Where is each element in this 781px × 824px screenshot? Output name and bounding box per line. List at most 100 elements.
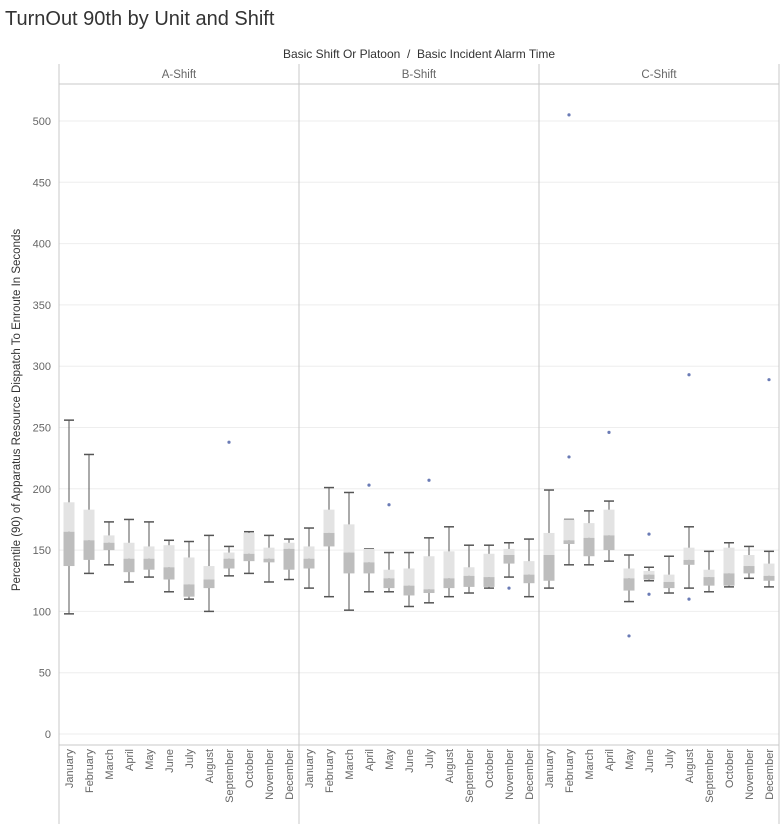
x-tick-label: March: [584, 749, 596, 780]
box-lower: [203, 579, 215, 589]
x-tick-label: June: [164, 749, 176, 773]
box-a-shift-october: [243, 530, 255, 575]
box-b-shift-april: [363, 483, 375, 593]
x-tick-label: August: [444, 749, 456, 783]
box-upper: [463, 567, 475, 576]
box-b-shift-may: [383, 503, 395, 593]
x-tick-label: April: [604, 749, 616, 771]
panel-frames: [58, 64, 780, 824]
x-tick-label: October: [724, 749, 736, 788]
box-lower: [443, 578, 455, 589]
box-upper: [363, 548, 375, 563]
box-lower: [523, 574, 535, 584]
x-tick-label: May: [384, 749, 396, 770]
box-lower: [163, 567, 175, 580]
box-upper: [523, 561, 535, 575]
box-b-shift-september: [463, 544, 475, 594]
box-b-shift-january: [303, 527, 315, 589]
y-tick-label: 400: [33, 239, 51, 251]
box-lower: [543, 555, 555, 581]
outlier-point: [387, 503, 391, 507]
box-c-shift-february: [563, 113, 575, 566]
box-lower: [283, 548, 295, 570]
box-c-shift-april: [603, 430, 615, 562]
box-upper: [723, 547, 735, 574]
outlier-point: [767, 378, 771, 382]
x-tick-label: December: [764, 749, 776, 800]
box-a-shift-december: [283, 538, 295, 581]
x-tick-label: January: [544, 749, 556, 789]
box-upper: [543, 532, 555, 556]
box-a-shift-september: [223, 440, 235, 577]
outlier-point: [427, 478, 431, 482]
outlier-point: [607, 430, 611, 435]
panel-header-a-shift: A-Shift: [162, 69, 197, 81]
box-lower: [603, 535, 615, 551]
box-upper: [123, 542, 135, 559]
box-b-shift-july: [423, 478, 435, 604]
x-tick-label: February: [84, 749, 96, 794]
y-tick-label: 350: [33, 300, 51, 312]
x-tick-label: March: [344, 749, 356, 780]
box-upper: [503, 548, 515, 556]
box-c-shift-august: [683, 373, 695, 601]
box-lower: [703, 577, 715, 586]
box-upper: [623, 568, 635, 579]
x-tick-label: May: [624, 749, 636, 770]
box-b-shift-june: [403, 551, 415, 608]
x-tick-label: September: [224, 749, 236, 803]
box-upper: [403, 568, 415, 586]
box-lower: [223, 558, 235, 569]
box-c-shift-december: [763, 378, 775, 588]
y-tick-label: 450: [33, 177, 51, 189]
box-upper: [323, 509, 335, 533]
box-lower: [463, 575, 475, 587]
box-upper: [423, 556, 435, 590]
x-tick-label: May: [144, 749, 156, 770]
box-lower: [363, 562, 375, 574]
outlier-point: [647, 532, 651, 536]
y-axis-label: Percentile (90) of Apparatus Resource Di…: [11, 229, 23, 591]
y-tick-label: 150: [33, 545, 51, 557]
outlier-point: [687, 597, 691, 601]
outlier-point: [647, 592, 651, 596]
box-upper: [263, 547, 275, 559]
panel-header-c-shift: C-Shift: [641, 69, 677, 81]
box-c-shift-january: [543, 489, 555, 589]
box-lower: [683, 559, 695, 565]
box-upper: [183, 557, 195, 585]
box-lower: [123, 558, 135, 573]
box-a-shift-march: [103, 521, 115, 566]
box-upper: [63, 502, 75, 532]
box-lower: [323, 532, 335, 547]
box-upper: [743, 555, 755, 567]
box-lower: [403, 585, 415, 596]
x-tick-label: February: [324, 749, 336, 794]
box-lower: [183, 584, 195, 597]
box-a-shift-january: [63, 419, 75, 615]
box-lower: [63, 531, 75, 567]
box-upper: [83, 509, 95, 541]
x-tick-label: April: [364, 749, 376, 771]
outlier-point: [227, 440, 231, 444]
box-a-shift-august: [203, 534, 215, 613]
box-upper: [563, 519, 575, 541]
y-tick-label: 200: [33, 484, 51, 496]
x-tick-label: November: [504, 749, 516, 800]
x-tick-label: December: [284, 749, 296, 800]
box-lower: [663, 581, 675, 589]
box-b-shift-march: [343, 491, 355, 611]
x-tick-label: October: [244, 749, 256, 788]
outlier-point: [567, 113, 571, 117]
box-upper: [163, 545, 175, 568]
box-c-shift-may: [623, 554, 635, 638]
box-lower: [763, 575, 775, 581]
x-tick-label: August: [684, 749, 696, 783]
x-tick-label: December: [524, 749, 536, 800]
x-tick-label: April: [124, 749, 136, 771]
box-a-shift-may: [143, 521, 155, 578]
x-tick-label: January: [304, 749, 316, 789]
box-upper: [343, 524, 355, 553]
box-b-shift-february: [323, 486, 335, 598]
